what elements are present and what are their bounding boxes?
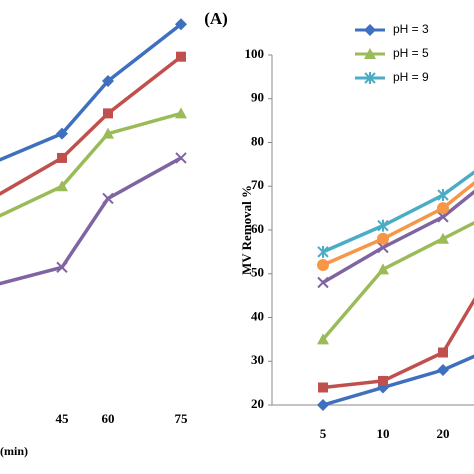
marker — [317, 276, 329, 289]
series-line — [322, 181, 474, 267]
marker — [176, 51, 186, 62]
marker — [437, 232, 449, 244]
marker — [377, 219, 389, 232]
series-line — [322, 354, 474, 407]
y-tick-label: 70 — [251, 177, 264, 192]
series-line — [322, 297, 474, 390]
marker — [317, 245, 329, 258]
y-tick-label: 20 — [251, 396, 264, 411]
series-line — [0, 111, 182, 218]
marker — [377, 241, 389, 254]
marker — [437, 189, 449, 201]
marker — [175, 18, 187, 31]
series-line — [322, 189, 474, 285]
marker — [56, 127, 68, 140]
panel-title: (A) — [204, 9, 228, 28]
x-tick-label: 10 — [377, 426, 390, 441]
y-tick-label: 40 — [251, 308, 264, 323]
y-tick-label: 100 — [245, 46, 265, 61]
marker — [364, 48, 376, 59]
marker — [377, 263, 389, 275]
marker — [56, 261, 68, 274]
marker — [102, 75, 114, 87]
marker — [317, 333, 329, 345]
marker — [377, 232, 389, 245]
marker — [438, 347, 448, 358]
y-tick-label: 60 — [251, 221, 264, 236]
x-tick-label: 20 — [437, 426, 450, 441]
marker — [175, 152, 187, 164]
marker — [102, 127, 114, 139]
marker — [437, 202, 449, 215]
y-tick-label: 80 — [251, 133, 264, 148]
labels: 45 60 75 20 30 40 50 60 70 80 90 100 5 10 20 pH = 3 pH =… — [56, 22, 450, 441]
marker — [317, 259, 329, 271]
marker — [103, 108, 113, 119]
legend-label: pH = 5 — [393, 46, 429, 60]
series-line — [322, 170, 474, 254]
legend-label: pH = 3 — [393, 22, 429, 36]
marker — [364, 24, 376, 36]
y-tick-label: 90 — [251, 90, 264, 105]
y-tick-label: 50 — [251, 265, 264, 280]
marker — [175, 107, 187, 119]
marker — [364, 72, 376, 84]
marker — [57, 152, 67, 163]
series-line — [0, 156, 182, 286]
series-line — [0, 22, 183, 162]
x-axis-label: (min) — [0, 444, 28, 458]
series-line — [0, 55, 183, 196]
marker — [437, 364, 449, 376]
marker — [437, 211, 449, 223]
marker — [378, 375, 388, 386]
marker — [318, 382, 328, 393]
marker — [56, 180, 68, 192]
x-tick-label: 60 — [102, 411, 115, 426]
y-tick-label: 30 — [251, 352, 264, 367]
marker — [317, 399, 329, 411]
left-plot — [0, 18, 187, 286]
marker — [102, 192, 114, 205]
right-plot — [317, 170, 474, 411]
legend-label: pH = 9 — [393, 70, 429, 84]
x-tick-label: 5 — [320, 426, 327, 441]
y-axis-label: MV Removal % — [239, 185, 254, 275]
series-line — [321, 220, 474, 341]
x-tick-label: 75 — [175, 411, 189, 426]
x-tick-label: 45 — [56, 411, 70, 426]
